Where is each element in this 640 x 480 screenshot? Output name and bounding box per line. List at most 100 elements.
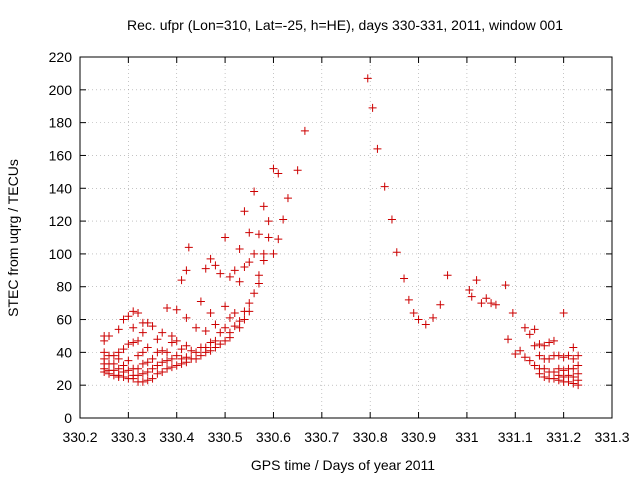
data-point: [225, 333, 234, 342]
data-point: [404, 295, 413, 304]
data-point: [540, 372, 549, 381]
data-point: [525, 330, 534, 339]
data-point: [520, 353, 529, 362]
data-point: [465, 286, 474, 295]
data-point: [368, 103, 377, 112]
data-point: [554, 376, 563, 385]
data-point: [138, 348, 147, 357]
data-point: [124, 340, 133, 349]
data-point: [254, 271, 263, 280]
data-point: [163, 304, 172, 313]
data-point: [245, 258, 254, 267]
data-point: [245, 228, 254, 237]
data-point: [225, 313, 234, 322]
data-point: [167, 338, 176, 347]
data-point: [177, 359, 186, 368]
data-point: [235, 323, 244, 332]
x-tick-label: 330.5: [208, 429, 243, 445]
data-point: [206, 308, 215, 317]
data-point: [153, 369, 162, 378]
data-point: [129, 323, 138, 332]
data-point: [574, 381, 583, 390]
data-point: [196, 351, 205, 360]
data-point: [216, 340, 225, 349]
data-point: [153, 335, 162, 344]
data-point: [516, 346, 525, 355]
data-point: [138, 377, 147, 386]
data-point: [545, 338, 554, 347]
data-point: [250, 187, 259, 196]
data-point: [129, 338, 138, 347]
x-tick-label: 331.3: [594, 429, 629, 445]
data-point: [221, 302, 230, 311]
data-point: [421, 320, 430, 329]
data-point: [564, 377, 573, 386]
y-tick-label: 20: [56, 377, 72, 393]
data-point: [380, 182, 389, 191]
x-tick-label: 330.7: [304, 429, 339, 445]
grid: [80, 57, 612, 418]
y-tick-label: 140: [49, 180, 73, 196]
data-point: [187, 346, 196, 355]
data-point: [158, 368, 167, 377]
data-point: [254, 230, 263, 239]
x-tick-label: 330.3: [111, 429, 146, 445]
data-point: [216, 328, 225, 337]
data-point: [508, 308, 517, 317]
x-tick-label: 330.2: [62, 429, 97, 445]
data-point: [124, 356, 133, 365]
data-point: [105, 369, 114, 378]
data-point: [250, 289, 259, 298]
data-point: [163, 356, 172, 365]
data-point: [119, 345, 128, 354]
data-point: [114, 354, 123, 363]
x-tick-label: 331: [455, 429, 479, 445]
data-point: [574, 351, 583, 360]
x-tick-labels: 330.2 330.3 330.4 330.5 330.6 330.7 330.8 330.9…: [62, 429, 629, 445]
data-point: [163, 364, 172, 373]
data-point: [549, 374, 558, 383]
data-point: [211, 343, 220, 352]
data-point: [569, 354, 578, 363]
y-tick-label: 220: [49, 49, 73, 65]
data-point: [477, 299, 486, 308]
x-tick-label: 331.1: [498, 429, 533, 445]
data-point: [274, 169, 283, 178]
data-point: [143, 358, 152, 367]
data-point: [279, 215, 288, 224]
data-point: [216, 269, 225, 278]
data-point: [240, 315, 249, 324]
data-point: [363, 74, 372, 83]
data-point: [143, 343, 152, 352]
data-point: [540, 364, 549, 373]
data-point: [206, 346, 215, 355]
data-point: [177, 276, 186, 285]
data-point: [400, 274, 409, 283]
y-tick-labels: 0 20 40 60 80 100 120 140 160 180 200 220: [49, 49, 73, 426]
data-point: [269, 249, 278, 258]
data-point: [300, 126, 309, 135]
data-point: [172, 361, 181, 370]
y-tick-label: 180: [49, 115, 73, 131]
data-point: [259, 202, 268, 211]
data-point: [564, 351, 573, 360]
data-point: [264, 233, 273, 242]
data-point: [559, 353, 568, 362]
data-point: [153, 348, 162, 357]
data-point: [138, 328, 147, 337]
data-point: [487, 299, 496, 308]
data-point: [245, 299, 254, 308]
y-tick-label: 120: [49, 213, 73, 229]
data-point: [482, 294, 491, 303]
data-point: [235, 277, 244, 286]
data-point: [530, 325, 539, 334]
data-point: [245, 307, 254, 316]
data-point: [569, 379, 578, 388]
data-point: [100, 368, 109, 377]
data-point: [230, 308, 239, 317]
data-point: [545, 354, 554, 363]
data-point: [134, 308, 143, 317]
data-point: [569, 343, 578, 352]
x-tick-label: 330.6: [256, 429, 291, 445]
